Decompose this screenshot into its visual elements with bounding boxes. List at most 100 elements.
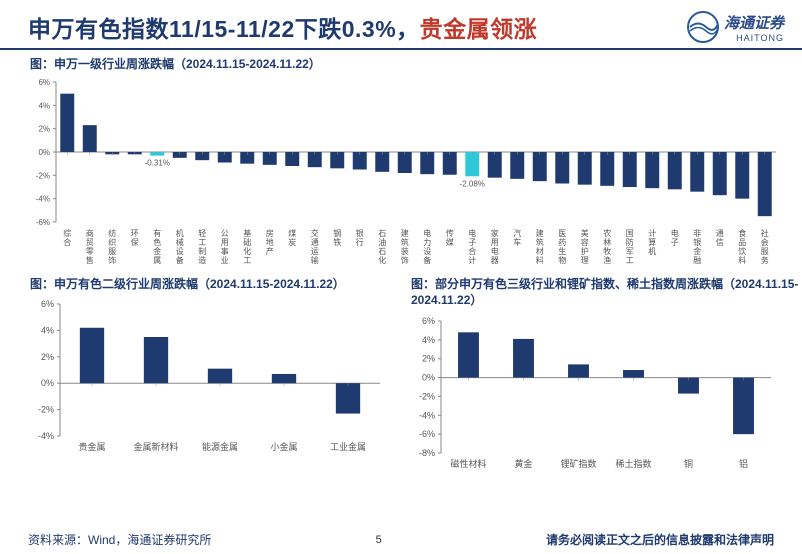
svg-text:0%: 0%: [422, 372, 435, 382]
svg-text:-4%: -4%: [419, 410, 435, 420]
footer: 资料来源：Wind，海通证券研究所 5 请务必阅读正文之后的信息披露和法律声明: [0, 531, 802, 548]
svg-text:-6%: -6%: [419, 429, 435, 439]
svg-text:品: 品: [738, 238, 746, 247]
chart2-title: 图：申万有色二级行业周涨跌幅（2024.11.15-2024.11.22）: [0, 270, 401, 298]
svg-text:石: 石: [378, 229, 386, 238]
svg-text:4%: 4%: [38, 102, 50, 111]
svg-text:筑: 筑: [401, 237, 409, 247]
svg-text:家: 家: [491, 228, 499, 238]
svg-text:基: 基: [243, 228, 251, 238]
svg-text:药: 药: [558, 237, 566, 247]
svg-text:6%: 6%: [41, 299, 54, 309]
footer-source: 资料来源：Wind，海通证券研究所: [28, 531, 211, 548]
svg-text:-0.31%: -0.31%: [145, 159, 170, 168]
svg-text:子: 子: [468, 238, 476, 247]
svg-text:工: 工: [243, 256, 251, 265]
svg-text:小金属: 小金属: [270, 441, 297, 452]
svg-text:纺: 纺: [108, 228, 116, 238]
svg-text:房: 房: [266, 228, 274, 238]
logo-cn: 海通证券: [724, 12, 784, 33]
svg-text:美: 美: [581, 228, 589, 238]
svg-text:2%: 2%: [41, 352, 54, 362]
svg-text:色: 色: [153, 237, 161, 247]
svg-text:础: 础: [243, 237, 251, 247]
svg-text:物: 物: [558, 255, 566, 265]
svg-text:饰: 饰: [401, 255, 409, 265]
svg-text:业: 业: [221, 255, 229, 265]
svg-text:装: 装: [401, 246, 409, 256]
svg-text:铁: 铁: [333, 237, 341, 247]
svg-text:计: 计: [468, 255, 476, 265]
svg-text:饮: 饮: [738, 246, 746, 256]
svg-text:机: 机: [648, 246, 656, 256]
chart1-svg: -6%-4%-2%0%2%4%6%综合商贸零售纺织服饰环保有色金属-0.31%机…: [20, 78, 782, 270]
svg-text:设: 设: [176, 246, 184, 256]
svg-text:-2.08%: -2.08%: [460, 179, 485, 188]
svg-text:会: 会: [761, 237, 769, 247]
svg-text:信: 信: [716, 237, 724, 247]
chart2-svg: -4%-2%0%2%4%6%贵金属金属新材料能源金属小金属工业金属: [20, 298, 390, 456]
svg-text:媒: 媒: [446, 238, 454, 247]
svg-text:传: 传: [446, 228, 454, 238]
svg-text:林: 林: [603, 237, 611, 247]
svg-text:护: 护: [581, 246, 589, 256]
svg-text:建: 建: [401, 228, 409, 238]
svg-text:合: 合: [468, 246, 476, 256]
svg-text:织: 织: [108, 237, 116, 247]
svg-text:交: 交: [311, 228, 319, 238]
svg-text:保: 保: [131, 237, 139, 247]
svg-text:事: 事: [221, 246, 229, 256]
svg-text:电: 电: [423, 228, 431, 238]
svg-text:油: 油: [378, 237, 386, 247]
svg-text:电: 电: [468, 228, 476, 238]
svg-text:6%: 6%: [38, 78, 50, 87]
chart3-svg: -8%-6%-4%-2%0%2%4%6%磁性材料黄金锂矿指数稀土指数铜铝: [401, 315, 781, 473]
svg-text:公: 公: [221, 229, 229, 238]
svg-text:行: 行: [356, 237, 364, 247]
svg-text:融: 融: [693, 255, 701, 265]
svg-text:产: 产: [266, 246, 274, 256]
svg-text:锂矿指数: 锂矿指数: [560, 458, 596, 469]
footer-disclaimer: 请务必阅读正文之后的信息披露和法律声明: [546, 531, 774, 548]
chart3-title: 图：部分申万有色三级行业和锂矿指数、稀土指数周涨跌幅（2024.11.15-20…: [401, 270, 802, 314]
svg-text:综: 综: [63, 228, 71, 238]
svg-text:黄金: 黄金: [514, 458, 532, 469]
svg-text:银: 银: [693, 237, 701, 247]
svg-text:力: 力: [423, 237, 431, 247]
svg-text:备: 备: [423, 255, 431, 265]
svg-text:稀土指数: 稀土指数: [615, 458, 651, 469]
svg-text:2%: 2%: [422, 353, 435, 363]
svg-text:铝: 铝: [739, 458, 748, 469]
svg-text:-2%: -2%: [38, 405, 54, 415]
svg-text:电: 电: [491, 246, 499, 256]
svg-text:0%: 0%: [38, 148, 50, 157]
svg-text:料: 料: [738, 255, 746, 265]
svg-text:-4%: -4%: [38, 431, 54, 441]
svg-text:银: 银: [356, 228, 364, 238]
svg-text:工: 工: [198, 238, 206, 247]
svg-text:轻: 轻: [198, 228, 206, 238]
svg-text:售: 售: [86, 255, 94, 265]
chart3-container: -8%-6%-4%-2%0%2%4%6%磁性材料黄金锂矿指数稀土指数铜铝: [401, 315, 802, 473]
svg-text:工: 工: [626, 256, 634, 265]
svg-text:计: 计: [648, 228, 656, 238]
svg-text:汽: 汽: [513, 228, 521, 238]
svg-text:筑: 筑: [536, 237, 544, 247]
svg-text:属: 属: [153, 256, 161, 265]
svg-text:军: 军: [626, 247, 634, 256]
svg-text:铜: 铜: [684, 458, 693, 469]
svg-text:煤: 煤: [288, 228, 296, 238]
svg-text:械: 械: [176, 237, 184, 247]
svg-text:医: 医: [558, 229, 566, 238]
svg-text:饰: 饰: [108, 255, 116, 265]
svg-text:牧: 牧: [603, 246, 611, 256]
svg-text:-6%: -6%: [36, 218, 50, 227]
svg-text:生: 生: [558, 246, 566, 256]
chart1-container: -6%-4%-2%0%2%4%6%综合商贸零售纺织服饰环保有色金属-0.31%机…: [0, 78, 802, 270]
svg-text:造: 造: [198, 255, 206, 265]
logo-text: 海通证券 HAITONG: [724, 12, 784, 43]
svg-text:机: 机: [176, 228, 184, 238]
svg-text:环: 环: [131, 229, 139, 238]
svg-text:备: 备: [176, 255, 184, 265]
svg-text:金属新材料: 金属新材料: [133, 441, 178, 452]
